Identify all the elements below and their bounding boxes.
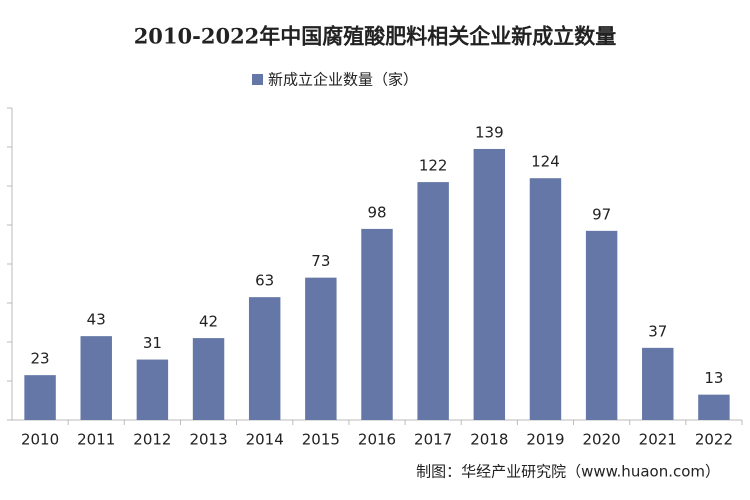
data-label: 122 (419, 157, 448, 175)
data-label: 43 (87, 311, 106, 329)
data-label: 98 (367, 203, 386, 221)
bar (698, 394, 730, 420)
chart-title: 2010-2022年中国腐殖酸肥料相关企业新成立数量 (134, 24, 617, 49)
data-label: 63 (255, 272, 274, 290)
bar (361, 228, 393, 420)
bar (136, 359, 169, 420)
data-label: 139 (475, 123, 504, 141)
bar (473, 148, 506, 420)
x-tick-label: 2015 (302, 431, 340, 449)
x-tick-label: 2011 (77, 431, 115, 449)
x-tick-label: 2017 (414, 431, 452, 449)
legend-swatch (252, 74, 263, 85)
bar (417, 182, 449, 420)
bar (305, 277, 337, 420)
bar (192, 338, 225, 420)
data-label: 31 (143, 334, 162, 352)
bar (529, 178, 562, 420)
x-tick-label: 2014 (246, 431, 284, 449)
x-tick-label: 2010 (21, 431, 59, 449)
x-tick-label: 2019 (526, 431, 564, 449)
data-label: 37 (648, 322, 667, 340)
x-tick-label: 2020 (583, 431, 621, 449)
data-label: 23 (31, 350, 50, 368)
x-tick-label: 2018 (470, 431, 508, 449)
data-label: 73 (311, 252, 330, 270)
data-label: 42 (199, 313, 218, 331)
bar (24, 375, 56, 420)
data-label: 97 (592, 205, 611, 223)
source-note: 制图：华经产业研究院（www.huaon.com） (416, 463, 720, 481)
x-tick-label: 2013 (189, 431, 227, 449)
bar (80, 336, 112, 420)
x-tick-label: 2021 (639, 431, 677, 449)
x-tick-label: 2022 (695, 431, 733, 449)
bar (585, 230, 618, 420)
x-tick-label: 2016 (358, 431, 396, 449)
bar (642, 347, 674, 420)
x-tick-label: 2012 (133, 431, 171, 449)
data-label: 13 (704, 369, 723, 387)
legend-label: 新成立企业数量（家） (268, 71, 418, 89)
bar (248, 297, 281, 420)
data-label: 124 (531, 153, 560, 171)
